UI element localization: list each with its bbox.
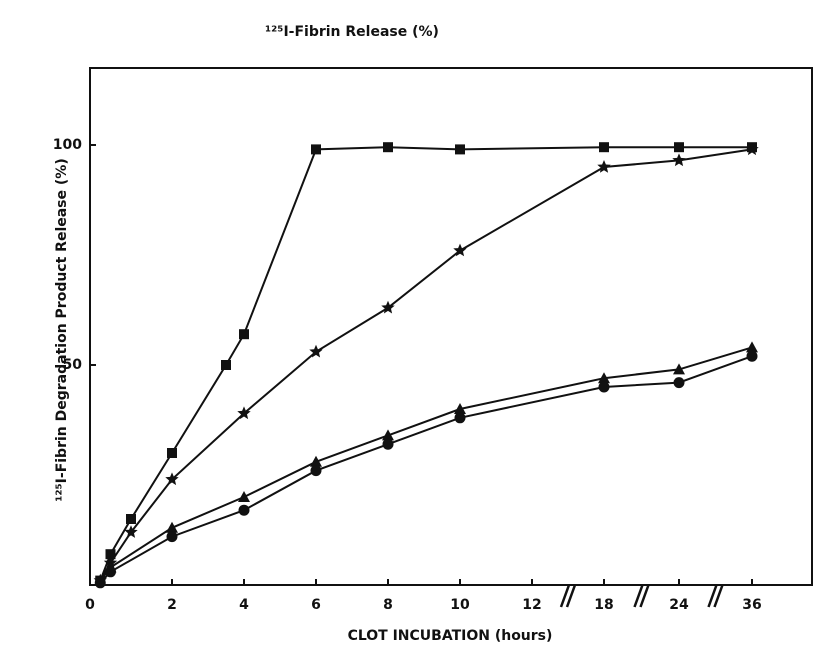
- marker: [238, 491, 250, 502]
- axis-break: [639, 584, 650, 608]
- marker: [166, 521, 178, 533]
- x-tick-label: 4: [239, 597, 249, 613]
- marker: [124, 525, 138, 538]
- marker: [239, 329, 249, 340]
- marker: [221, 360, 231, 370]
- marker: [746, 341, 758, 353]
- marker: [166, 531, 178, 543]
- marker: [598, 381, 610, 393]
- marker: [382, 429, 394, 441]
- marker: [310, 465, 322, 477]
- chart-title: ¹²⁵I-Fibrin Release (%): [265, 24, 439, 40]
- x-tick-label: 12: [522, 597, 541, 613]
- marker: [165, 472, 179, 486]
- marker: [454, 412, 466, 424]
- marker: [673, 363, 685, 375]
- marker: [167, 448, 177, 458]
- x-tick-label: 6: [311, 597, 321, 613]
- marker: [454, 403, 466, 414]
- marker: [105, 549, 116, 560]
- marker: [597, 160, 611, 173]
- series-line: [99, 146, 752, 581]
- x-tick-label: 18: [594, 597, 613, 613]
- y-tick-label: 100: [53, 137, 82, 153]
- marker: [383, 142, 393, 153]
- marker: [746, 350, 758, 362]
- marker: [126, 514, 136, 524]
- marker: [94, 577, 106, 589]
- marker: [105, 566, 116, 578]
- marker: [598, 372, 610, 384]
- marker: [455, 144, 465, 155]
- marker: [311, 144, 321, 155]
- axis-break: [713, 584, 724, 608]
- marker: [237, 406, 251, 420]
- x-axis-label: CLOT INCUBATION (hours): [348, 628, 553, 644]
- marker: [381, 300, 395, 314]
- axis-break: [559, 584, 571, 608]
- marker: [453, 243, 467, 257]
- axis-break: [565, 584, 577, 608]
- marker: [745, 142, 759, 156]
- marker: [309, 344, 323, 358]
- series-line: [99, 346, 753, 582]
- marker: [674, 142, 684, 153]
- x-tick-label: 36: [742, 597, 761, 613]
- axis-break: [633, 584, 644, 608]
- plot-frame: [89, 67, 813, 586]
- marker: [673, 377, 685, 389]
- x-tick-label: 8: [383, 597, 393, 613]
- x-tick-label: 2: [167, 597, 177, 613]
- marker: [599, 142, 609, 153]
- marker: [672, 153, 686, 167]
- x-tick-label: 10: [450, 597, 470, 613]
- marker: [310, 455, 322, 467]
- y-axis-label: ¹²⁵I-Fibrin Degradation Product Release …: [54, 158, 70, 501]
- marker: [382, 438, 394, 450]
- series-line: [99, 355, 753, 584]
- y-tick-label: 50: [63, 357, 83, 373]
- x-tick-label: 24: [669, 597, 689, 613]
- x-tick-label: 0: [85, 597, 95, 613]
- marker: [238, 504, 250, 516]
- axis-break: [707, 584, 718, 608]
